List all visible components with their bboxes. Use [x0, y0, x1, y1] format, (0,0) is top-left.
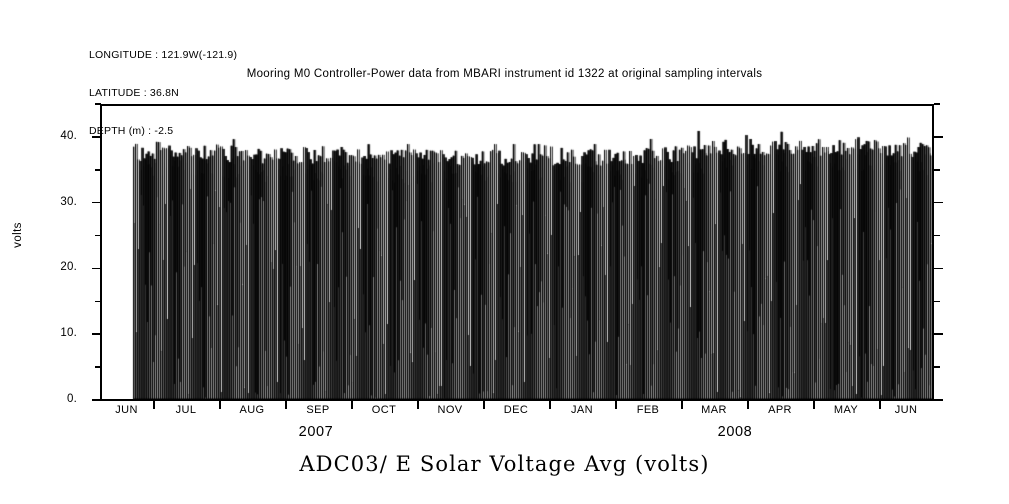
x-tick-label-sep-3: SEP: [306, 404, 330, 416]
y-tick-major-0: [934, 399, 943, 401]
y-tick-minor-35: [95, 169, 101, 171]
chart-title: Mooring M0 Controller-Power data from MB…: [246, 68, 763, 80]
y-tick-minor-5: [934, 366, 940, 368]
x-tick-major-0: [153, 400, 155, 409]
x-tick-major-1: [219, 400, 221, 409]
year-label-2007: 2007: [298, 424, 334, 440]
x-tick-label-feb-8: FEB: [636, 404, 660, 416]
y-tick-major-10: [934, 333, 943, 335]
y-tick-major-0: [92, 399, 101, 401]
x-tick-major-4: [417, 400, 419, 409]
x-tick-label-jun-12: JUN: [894, 404, 918, 416]
y-tick-minor-35: [934, 169, 940, 171]
x-tick-major-11: [879, 400, 881, 409]
x-tick-major-5: [483, 400, 485, 409]
y-tick-major-40: [934, 136, 943, 138]
x-tick-label-aug-2: AUG: [239, 404, 265, 416]
x-tick-label-mar-9: MAR: [701, 404, 727, 416]
x-tick-major-8: [681, 400, 683, 409]
y-tick-label-20: 20.: [60, 261, 77, 274]
y-tick-major-20: [934, 267, 943, 270]
x-tick-label-jun-0: JUN: [115, 404, 138, 416]
solar-voltage-series: [100, 104, 933, 400]
x-tick-major-3: [351, 400, 353, 409]
y-tick-minor-15: [95, 300, 101, 303]
x-tick-major-7: [615, 400, 617, 409]
plot-area: [100, 104, 933, 400]
x-tick-label-nov-5: NOV: [437, 404, 463, 416]
y-tick-major-10: [92, 333, 101, 335]
longitude-text: LONGITUDE : 121.9W(-121.9): [89, 49, 238, 62]
figure-caption: ADC03/ E Solar Voltage Avg (volts): [299, 452, 710, 476]
y-tick-label-10: 10.: [60, 327, 77, 340]
x-tick-label-dec-6: DEC: [503, 404, 529, 416]
y-tick-major-30: [934, 201, 943, 204]
y-tick-minor-45: [934, 103, 940, 105]
x-tick-major-9: [747, 400, 749, 409]
year-label-2008: 2008: [717, 424, 753, 440]
x-tick-major-10: [813, 400, 815, 409]
y-tick-minor-25: [95, 234, 101, 237]
x-tick-label-jan-7: JAN: [571, 404, 593, 416]
x-tick-label-jul-1: JUL: [175, 404, 197, 416]
x-tick-label-oct-4: OCT: [371, 404, 397, 416]
y-tick-minor-15: [934, 300, 940, 303]
y-tick-major-40: [92, 136, 101, 138]
y-tick-major-30: [92, 201, 101, 204]
y-tick-minor-5: [95, 366, 101, 368]
y-tick-label-30: 30.: [60, 195, 77, 208]
x-tick-label-apr-10: APR: [768, 404, 792, 416]
y-tick-label-40: 40.: [60, 129, 77, 142]
x-tick-major-2: [285, 400, 287, 409]
latitude-text: LATITUDE : 36.8N: [89, 86, 179, 99]
x-tick-major-6: [549, 400, 551, 409]
y-tick-major-20: [92, 267, 101, 270]
y-tick-minor-45: [95, 103, 101, 105]
x-tick-label-may-11: MAY: [833, 404, 859, 416]
y-tick-minor-25: [934, 234, 940, 237]
y-tick-label-0: 0.: [67, 393, 77, 405]
